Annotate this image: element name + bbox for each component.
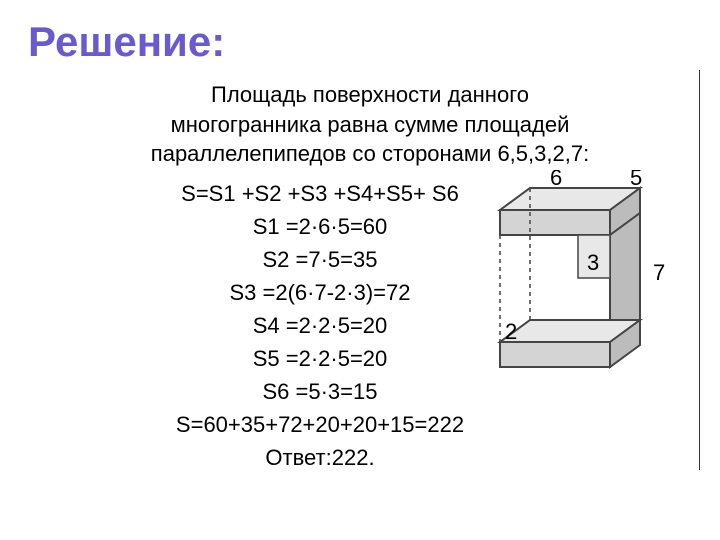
page-title: Решение: bbox=[28, 18, 225, 66]
intro-line-2: многогранника равна сумме площадей bbox=[60, 110, 680, 140]
label-7: 7 bbox=[653, 260, 665, 285]
vertical-rule bbox=[699, 70, 700, 470]
label-3: 3 bbox=[587, 250, 599, 275]
eq-s4: S4 =2·2·5=20 bbox=[120, 309, 520, 342]
polyhedron-diagram: 6 5 7 3 2 bbox=[490, 170, 685, 370]
label-5: 5 bbox=[630, 170, 642, 190]
eq-s1: S1 =2·6·5=60 bbox=[120, 210, 520, 243]
answer-line: Ответ:222. bbox=[120, 441, 520, 474]
intro-text: Площадь поверхности данного многогранник… bbox=[60, 80, 680, 169]
label-6: 6 bbox=[550, 170, 562, 190]
eq-s6: S6 =5·3=15 bbox=[120, 375, 520, 408]
label-2: 2 bbox=[505, 319, 517, 344]
eq-total: S=60+35+72+20+20+15=222 bbox=[120, 408, 520, 441]
intro-line-3: параллелепипедов со сторонами 6,5,3,2,7: bbox=[60, 139, 680, 169]
intro-line-1: Площадь поверхности данного bbox=[60, 80, 680, 110]
eq-s2: S2 =7·5=35 bbox=[120, 243, 520, 276]
eq-s5: S5 =2·2·5=20 bbox=[120, 342, 520, 375]
polyhedron-svg: 6 5 7 3 2 bbox=[490, 170, 685, 370]
eq-s3: S3 =2(6·7-2·3)=72 bbox=[120, 276, 520, 309]
equations-block: S=S1 +S2 +S3 +S4+S5+ S6 S1 =2·6·5=60 S2 … bbox=[120, 177, 520, 474]
eq-sum: S=S1 +S2 +S3 +S4+S5+ S6 bbox=[120, 177, 520, 210]
